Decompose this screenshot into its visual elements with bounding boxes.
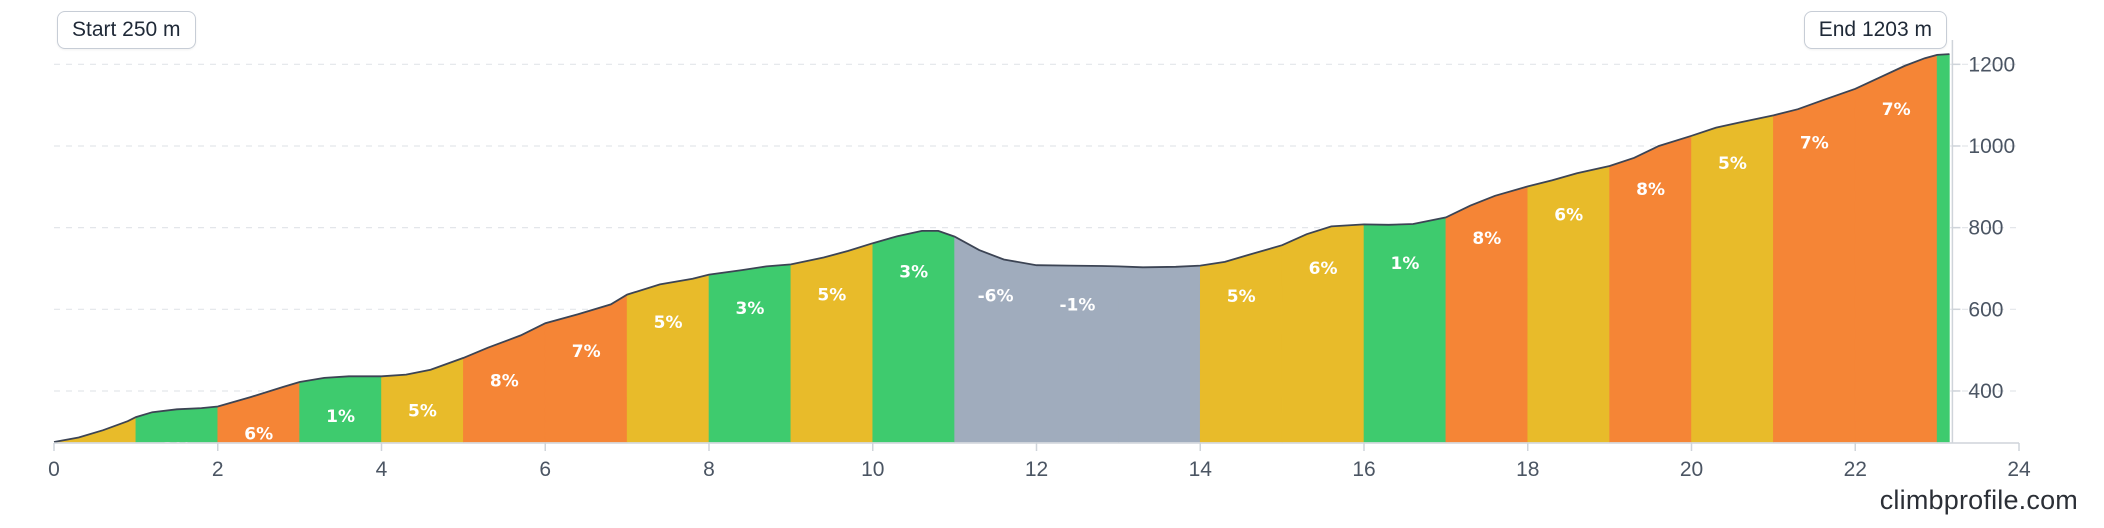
grade-label: 6% — [244, 425, 273, 445]
x-tick-label: 20 — [1680, 458, 1703, 481]
grade-segment — [544, 294, 628, 443]
x-tick-label: 22 — [1844, 458, 1867, 481]
grade-label: 7% — [1882, 100, 1911, 120]
x-tick-label: 14 — [1189, 458, 1213, 481]
grade-segment — [1936, 53, 1950, 443]
grade-label: 2% — [81, 463, 110, 483]
grade-label: 3% — [736, 299, 765, 319]
brand-watermark: climbprofile.com — [1879, 485, 2078, 515]
grade-label: 3% — [162, 439, 191, 459]
grade-label: 1% — [326, 407, 355, 427]
grade-segment — [626, 274, 710, 443]
grade-segment — [1036, 264, 1119, 443]
grade-segment — [1118, 265, 1201, 443]
grade-segment — [1199, 244, 1283, 443]
grade-segment — [1281, 224, 1365, 443]
grade-label: 8% — [1636, 180, 1665, 200]
grade-segment — [1445, 186, 1529, 443]
start-elevation-badge: Start 250 m — [57, 11, 196, 49]
y-tick-label: 1200 — [1968, 53, 2015, 76]
elevation-profile-line — [53, 53, 1950, 443]
grade-label: 5% — [1227, 287, 1256, 307]
y-tick-label: 600 — [1968, 298, 2003, 321]
grade-label: 5% — [408, 401, 437, 421]
grade-segment — [1363, 217, 1447, 443]
grade-label: 6% — [1309, 259, 1338, 279]
grade-segment — [954, 236, 1037, 443]
y-tick-label: 400 — [1968, 380, 2003, 403]
grade-segment — [53, 416, 137, 443]
x-tick-label: 6 — [539, 458, 551, 481]
grade-labels: 2% 3% 6% 1% 5% 8% 7% 5% 3% 5% 3% -6% -1% 5% 6% 1% 8% 6% 8%… — [81, 100, 1911, 483]
grade-segment — [790, 242, 874, 443]
grade-label: 8% — [490, 372, 519, 392]
grade-segments — [53, 53, 1950, 443]
grade-label: 1% — [1391, 254, 1420, 274]
x-tick-label: 0 — [48, 458, 60, 481]
x-tick-label: 16 — [1352, 458, 1375, 481]
x-tick-label: 12 — [1025, 458, 1048, 481]
grade-segment — [135, 406, 219, 443]
grade-label: 7% — [1800, 133, 1829, 153]
grade-label: 5% — [1718, 154, 1747, 174]
grade-label: 6% — [1554, 206, 1583, 226]
end-elevation-badge: End 1203 m — [1803, 11, 1947, 49]
grade-label: 8% — [1472, 229, 1501, 249]
y-tick-label: 800 — [1968, 217, 2003, 240]
grade-label: -6% — [978, 286, 1014, 306]
grade-label: 7% — [572, 342, 601, 362]
x-tick-label: 10 — [861, 458, 884, 481]
grade-label: 5% — [654, 313, 683, 333]
grade-label: -1% — [1059, 296, 1095, 316]
x-tick-label: 18 — [1516, 458, 1539, 481]
x-tick-label: 8 — [703, 458, 715, 481]
y-tick-label: 1000 — [1968, 135, 2015, 158]
grade-segment — [708, 264, 792, 443]
x-tick-label: 2 — [212, 458, 224, 481]
x-tick-label: 24 — [2007, 458, 2031, 481]
x-tick-label: 4 — [376, 458, 388, 481]
grade-label: 3% — [899, 263, 928, 283]
grade-label: 5% — [817, 285, 846, 305]
